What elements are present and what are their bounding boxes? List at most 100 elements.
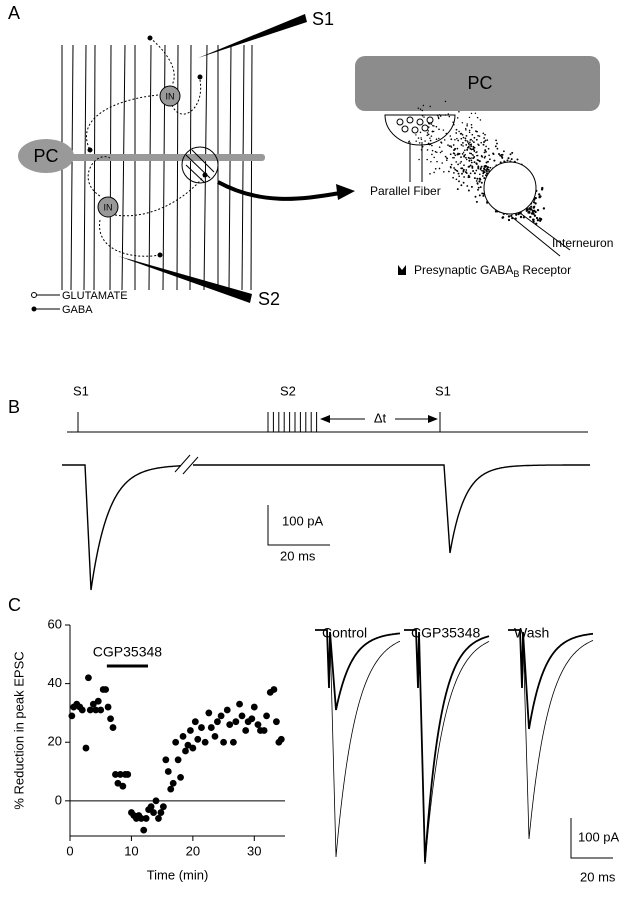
gaba-dot	[479, 186, 482, 189]
in-label: IN	[104, 202, 113, 212]
gaba-dot	[498, 153, 500, 155]
gaba-dot	[461, 153, 464, 155]
hatch	[185, 149, 215, 183]
gaba-dot	[455, 128, 458, 131]
gaba-dot	[476, 154, 479, 157]
gaba-dot	[446, 157, 449, 160]
synapse	[197, 74, 203, 80]
gaba-dot	[509, 153, 512, 156]
gaba-dot	[447, 144, 449, 146]
synapse	[87, 147, 93, 153]
gaba-dot	[454, 168, 457, 171]
inset-pc-label: PC	[467, 73, 492, 93]
data-point	[182, 747, 189, 755]
data-point	[205, 709, 213, 717]
gaba-dot	[460, 143, 463, 146]
gaba-dot	[466, 146, 469, 149]
gaba-dot	[460, 137, 463, 140]
gaba-dot	[457, 163, 459, 166]
trace-thick	[508, 629, 594, 730]
gaba-dot	[471, 140, 474, 142]
gaba-dot	[434, 150, 437, 153]
x-tick-label: 10	[124, 843, 138, 858]
gaba-dot	[420, 137, 422, 139]
data-point	[207, 724, 215, 731]
gaba-dot	[469, 152, 471, 155]
gaba-dot	[478, 173, 481, 176]
gaba-dot	[486, 167, 489, 171]
gaba-dot	[517, 212, 520, 216]
gaba-dot	[417, 107, 420, 109]
gaba-dot	[495, 139, 497, 142]
data-point	[82, 744, 90, 752]
gaba-dot	[429, 139, 432, 142]
gaba-dot	[482, 170, 485, 173]
gaba-dot	[487, 160, 489, 163]
gaba-dot	[428, 143, 431, 146]
gaba-dot	[429, 172, 431, 175]
gaba-dot	[481, 169, 483, 172]
gaba-dot	[467, 174, 470, 177]
gaba-dot	[519, 215, 523, 219]
data-point	[174, 756, 182, 764]
gaba-dot	[478, 180, 481, 183]
trace-thick	[315, 629, 401, 711]
legend-marker	[31, 306, 37, 312]
gaba-dot	[473, 177, 476, 180]
data-point	[112, 771, 119, 778]
gaba-dot	[441, 162, 444, 164]
gaba-dot	[456, 153, 459, 156]
data-point	[172, 738, 180, 746]
data-point	[217, 712, 225, 720]
y-tick-label: 40	[48, 675, 62, 690]
synapse	[157, 252, 163, 258]
gaba-dot	[426, 134, 428, 137]
axon	[511, 212, 571, 257]
gaba-dot	[456, 137, 458, 140]
data-point	[155, 815, 162, 822]
interneuron	[97, 196, 119, 218]
gaba-dot	[453, 149, 455, 151]
vesicle	[411, 126, 419, 134]
gaba-dot	[450, 163, 453, 166]
gaba-dot	[467, 166, 470, 168]
data-point	[159, 803, 167, 811]
data-point	[232, 718, 240, 726]
trace-label: Control	[322, 625, 367, 641]
gaba-dot	[455, 132, 458, 134]
fiber-line	[93, 44, 96, 291]
gaba-dot	[454, 138, 456, 141]
gaba-dot	[473, 136, 476, 139]
x-axis-label: Time (min)	[147, 867, 209, 882]
gaba-dot	[474, 112, 477, 115]
arrowhead	[428, 415, 438, 423]
s1-label: S1	[435, 383, 451, 398]
fiber-line	[228, 44, 232, 291]
gaba-dot	[485, 161, 488, 164]
purkinje-cell	[18, 139, 74, 173]
gaba-dot	[448, 115, 451, 118]
arrowhead	[336, 184, 355, 200]
axons	[85, 37, 206, 257]
gaba-dot	[515, 213, 518, 216]
trace-thick	[404, 629, 490, 863]
gaba-dot	[484, 149, 487, 152]
fiber-line	[109, 44, 112, 291]
gaba-dot	[461, 167, 464, 170]
trace	[193, 464, 590, 554]
gaba-dot	[484, 165, 487, 168]
x-tick-label: 30	[247, 843, 261, 858]
gaba-dot	[534, 210, 537, 214]
gaba-dot	[458, 152, 461, 155]
gaba-dot	[465, 172, 468, 174]
gaba-dot	[455, 178, 458, 181]
gaba-dot	[471, 166, 474, 169]
gaba-dot	[459, 162, 461, 164]
gaba-dot	[431, 149, 434, 152]
gaba-dot	[426, 132, 429, 134]
gaba-dot	[427, 142, 430, 145]
gaba-dot	[453, 123, 455, 126]
gaba-dot	[484, 139, 487, 142]
data-point	[164, 768, 172, 775]
